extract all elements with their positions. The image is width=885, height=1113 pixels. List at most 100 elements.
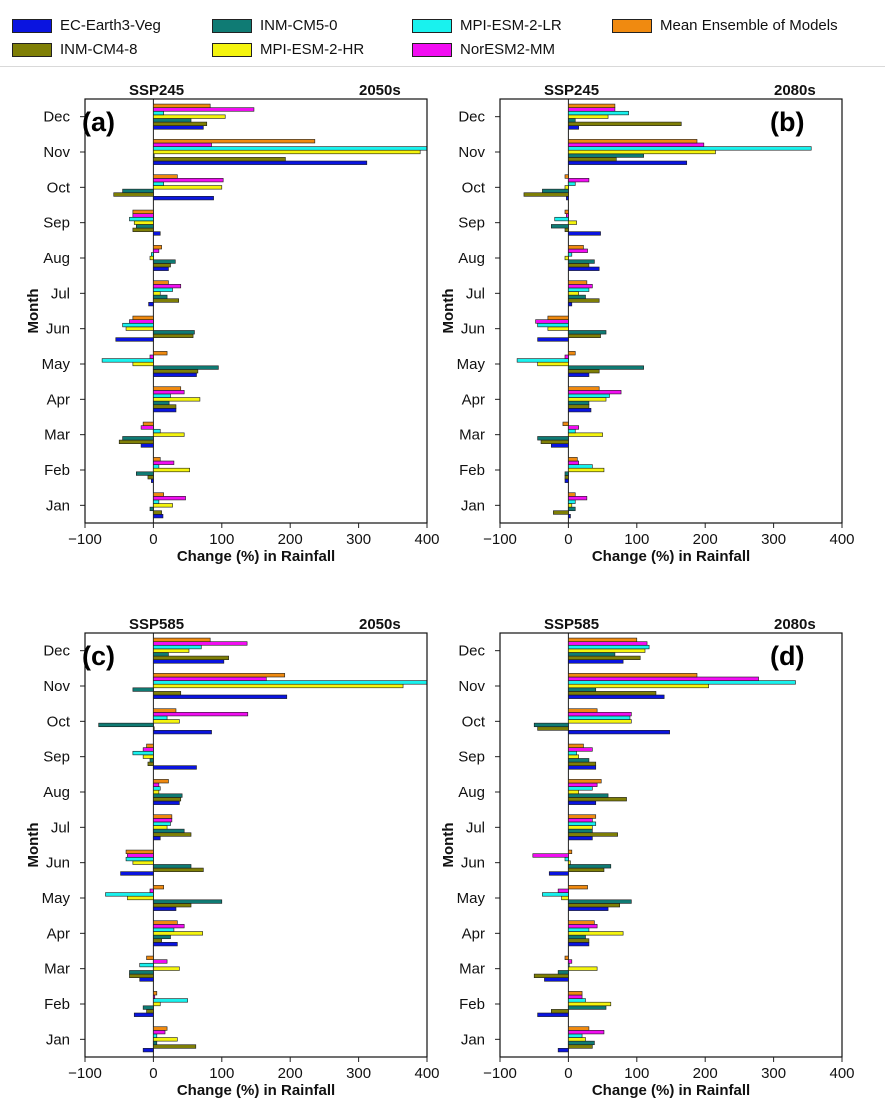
bar [568,920,595,925]
bar [153,715,168,720]
bar [568,991,583,996]
y-tick-label: May [42,890,71,907]
bar [568,867,605,872]
bar [568,747,593,752]
bar [568,284,593,289]
bar [557,970,569,975]
bar [153,142,212,147]
bar [568,942,590,947]
bar [561,895,569,901]
bar [153,266,169,271]
scenario-label: SSP245 [544,82,599,99]
y-tick-label: Mar [44,961,70,978]
y-tick-label: Sep [43,749,70,766]
bar [125,326,154,331]
bar [568,962,570,968]
bar [142,1005,154,1010]
panel-label: (c) [82,641,115,671]
bar [568,793,609,798]
bar [542,892,569,897]
bar [153,460,175,465]
plot-area [101,99,428,523]
x-tick-label: 0 [149,531,157,548]
bar [120,871,154,876]
plot-area [516,99,812,523]
bar [568,160,688,165]
y-tick-label: Aug [43,784,70,801]
bar [568,758,590,763]
legend-swatch [12,43,52,58]
bar [153,386,182,391]
bar [153,499,160,504]
bar [153,103,211,108]
bar [564,478,569,483]
legend-swatch [412,43,452,58]
bar [564,856,569,862]
bar [564,255,569,261]
bar [568,428,576,434]
bar [568,652,616,657]
bar [98,722,154,728]
legend-label: Mean Ensemble of Models [660,17,838,34]
bar [568,994,583,999]
bar [568,821,597,826]
y-tick-label: Feb [44,462,70,479]
y-tick-label: Sep [458,749,485,766]
scenario-label: SSP585 [544,616,599,633]
legend-item: NorESM2-MM [412,41,555,58]
bar [153,832,192,837]
bar [153,637,211,642]
bar [153,369,199,374]
bar [153,708,177,713]
y-tick-label: Mar [459,427,485,444]
panel-label: (a) [82,107,115,137]
x-tick-label: 0 [564,1065,572,1082]
bar [568,408,592,413]
x-tick-label: 200 [278,531,303,548]
bar [129,319,154,324]
bar [568,797,627,802]
bar [568,464,593,469]
y-tick-label: Nov [458,144,485,161]
bar [153,899,223,904]
bar [153,333,194,338]
x-axis-label: Change (%) in Rainfall [177,1082,335,1099]
bar [564,354,569,359]
y-tick-label: Jun [46,321,70,338]
bar [568,298,600,303]
bar [153,298,180,303]
y-axis-label: Month [440,289,457,334]
x-tick-label: 400 [414,531,439,548]
bar [568,393,610,398]
bar [122,188,154,194]
bar [153,825,168,830]
bar [568,641,648,646]
bar [153,280,169,285]
bar [568,644,650,650]
bar [568,814,597,819]
bar [568,397,607,402]
y-tick-label: May [457,356,486,373]
period-label: 2050s [359,82,401,99]
bar [568,259,595,264]
x-tick-label: 300 [346,531,371,548]
y-axis-label: Month [25,823,42,868]
x-tick-label: 200 [693,531,718,548]
bar [153,800,180,805]
scenario-label: SSP585 [129,616,184,633]
bar [568,832,618,837]
y-tick-label: Jan [46,497,70,514]
bar [568,899,632,904]
bar [523,192,569,197]
bar [568,743,584,748]
bar [566,213,569,218]
bar [568,425,579,430]
bar [568,369,600,374]
bar [568,263,590,268]
bar [568,849,573,854]
bar [568,966,598,971]
bar [568,1040,595,1046]
legend-label: EC-Earth3-Veg [60,17,161,34]
y-tick-label: May [457,890,486,907]
bar [568,460,579,465]
